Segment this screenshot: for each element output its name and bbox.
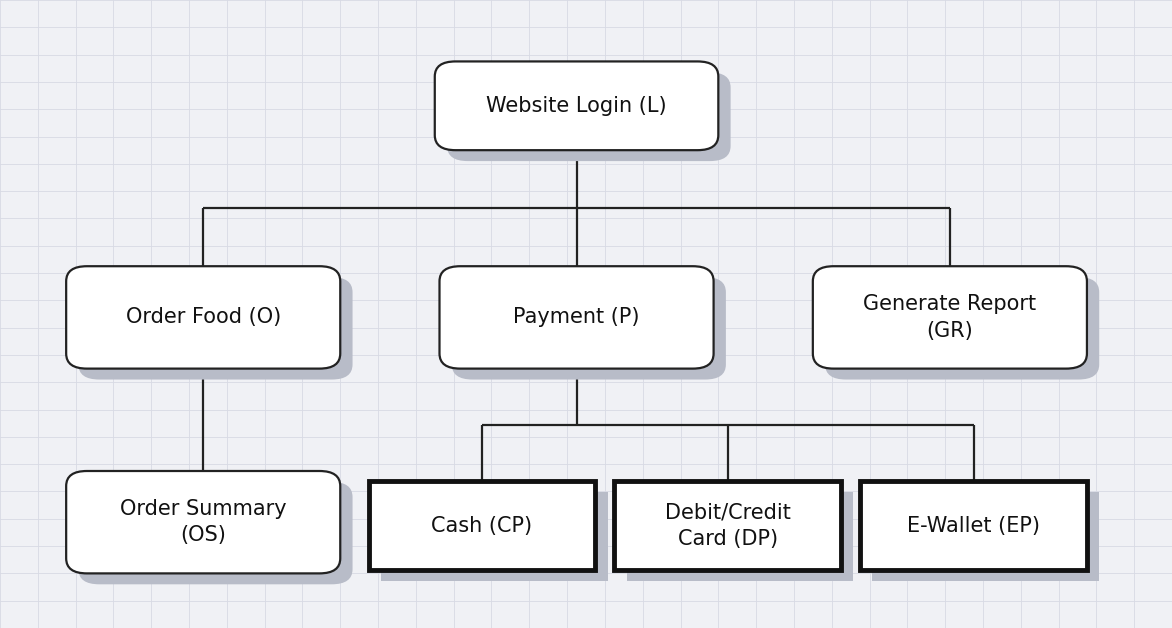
FancyBboxPatch shape bbox=[813, 266, 1086, 369]
FancyBboxPatch shape bbox=[860, 481, 1086, 570]
Text: Debit/Credit
Card (DP): Debit/Credit Card (DP) bbox=[665, 502, 791, 549]
Text: Order Food (O): Order Food (O) bbox=[125, 308, 281, 327]
FancyBboxPatch shape bbox=[825, 277, 1099, 379]
FancyBboxPatch shape bbox=[66, 266, 340, 369]
FancyBboxPatch shape bbox=[381, 492, 608, 581]
Text: Cash (CP): Cash (CP) bbox=[431, 516, 532, 536]
FancyBboxPatch shape bbox=[79, 277, 353, 379]
Text: Generate Report
(GR): Generate Report (GR) bbox=[864, 294, 1036, 340]
Text: Payment (P): Payment (P) bbox=[513, 308, 640, 327]
Text: E-Wallet (EP): E-Wallet (EP) bbox=[907, 516, 1040, 536]
FancyBboxPatch shape bbox=[451, 277, 725, 379]
Text: Order Summary
(OS): Order Summary (OS) bbox=[120, 499, 286, 545]
FancyBboxPatch shape bbox=[79, 482, 353, 584]
FancyBboxPatch shape bbox=[369, 481, 595, 570]
FancyBboxPatch shape bbox=[627, 492, 853, 581]
FancyBboxPatch shape bbox=[435, 62, 718, 150]
FancyBboxPatch shape bbox=[614, 481, 841, 570]
FancyBboxPatch shape bbox=[872, 492, 1099, 581]
FancyBboxPatch shape bbox=[440, 266, 714, 369]
FancyBboxPatch shape bbox=[66, 471, 340, 573]
FancyBboxPatch shape bbox=[447, 72, 730, 161]
Text: Website Login (L): Website Login (L) bbox=[486, 96, 667, 116]
